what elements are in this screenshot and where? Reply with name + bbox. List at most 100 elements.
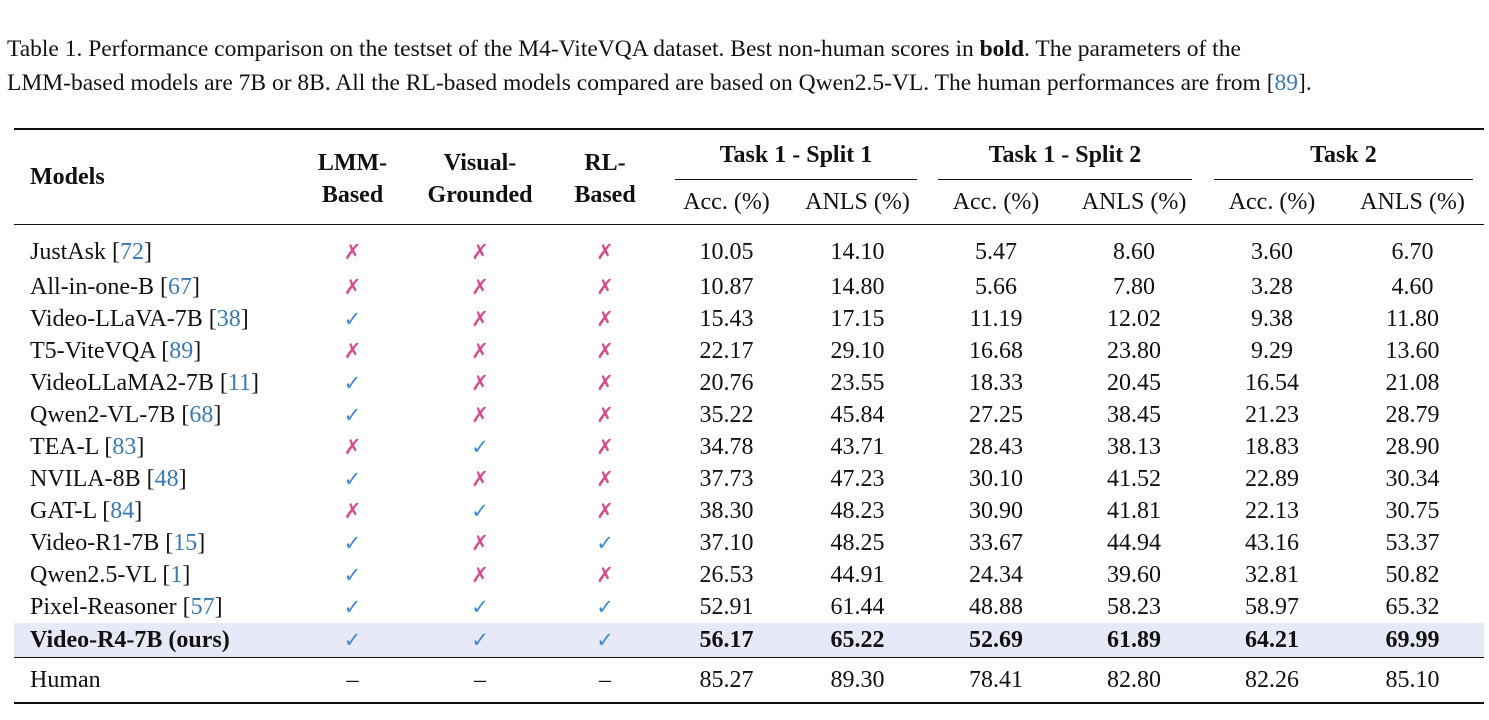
flag-cell: ✗ bbox=[415, 559, 545, 591]
cross-icon: ✗ bbox=[471, 239, 489, 264]
flag-cell: ✗ bbox=[290, 335, 415, 367]
cross-icon: ✗ bbox=[596, 338, 614, 363]
table-row: GAT-L [84] ✗ ✓ ✗ 38.30 48.23 30.90 41.81 22.13 30… bbox=[14, 495, 1484, 527]
cross-icon: ✗ bbox=[471, 370, 489, 395]
model-cell: GAT-L [84] bbox=[30, 497, 143, 524]
value-cell: 23.80 bbox=[1107, 337, 1161, 364]
flag-cell: ✗ bbox=[545, 335, 665, 367]
flag-cell: ✗ bbox=[415, 527, 545, 559]
value-cell: 8.60 bbox=[1113, 238, 1155, 265]
cross-icon: ✗ bbox=[596, 239, 614, 264]
value-cell: 45.84 bbox=[830, 401, 885, 428]
value-cell: 89.30 bbox=[788, 657, 927, 704]
citation-link[interactable]: 11 bbox=[227, 369, 251, 396]
value-cell: 38.45 bbox=[1107, 401, 1161, 428]
model-name: Video-LLaVA-7B bbox=[30, 305, 203, 332]
value-cell: 7.80 bbox=[1113, 273, 1155, 300]
value-cell: 58.97 bbox=[1245, 593, 1299, 620]
value-cell: 64.21 bbox=[1203, 623, 1341, 658]
value-cell: 15.43 bbox=[699, 305, 754, 332]
citation-link[interactable]: 89 bbox=[1274, 70, 1299, 96]
citation-link[interactable]: 84 bbox=[110, 497, 135, 524]
flag-cell: ✗ bbox=[545, 463, 665, 495]
value-cell: 28.90 bbox=[1385, 433, 1440, 460]
cross-icon: ✗ bbox=[471, 466, 489, 491]
flag-cell: ✗ bbox=[415, 335, 545, 367]
value-cell: 5.66 bbox=[975, 273, 1017, 300]
table-row-human: Human – – –85.27 89.30 78.41 82.80 82.26 85.10 bbox=[14, 657, 1484, 704]
value-cell: 30.75 bbox=[1385, 497, 1440, 524]
value-cell: 38.30 bbox=[699, 497, 754, 524]
value-cell: 61.44 bbox=[830, 593, 885, 620]
citation-link[interactable]: 15 bbox=[173, 529, 198, 556]
check-icon: ✓ bbox=[471, 498, 489, 523]
model-cell: Video-R4-7B (ours) bbox=[14, 623, 290, 658]
table-row: NVILA-8B [48] ✓ ✗ ✗ 37.73 47.23 30.10 41.52 22.8… bbox=[14, 463, 1484, 495]
model-name: Qwen2.5-VL bbox=[30, 561, 157, 588]
value-cell: 33.67 bbox=[969, 529, 1023, 556]
flag-cell: ✗ bbox=[415, 463, 545, 495]
flag-cell: ✗ bbox=[415, 271, 545, 303]
value-cell: 41.52 bbox=[1107, 465, 1161, 492]
citation-link[interactable]: 72 bbox=[120, 238, 145, 265]
citation-link[interactable]: 57 bbox=[190, 593, 215, 620]
value-cell: 28.79 bbox=[1385, 401, 1440, 428]
value-cell: 65.22 bbox=[788, 623, 927, 658]
check-icon: ✓ bbox=[471, 627, 489, 652]
citation-link[interactable]: 67 bbox=[167, 273, 192, 300]
citation-link[interactable]: 38 bbox=[216, 305, 241, 332]
value-cell: 18.33 bbox=[969, 369, 1023, 396]
value-cell: 16.68 bbox=[969, 337, 1023, 364]
flag-cell: ✗ bbox=[545, 495, 665, 527]
value-cell: 47.23 bbox=[830, 465, 885, 492]
cross-icon: ✗ bbox=[596, 562, 614, 587]
value-cell: 26.53 bbox=[699, 561, 754, 588]
value-cell: 14.10 bbox=[830, 238, 885, 265]
value-cell: 85.27 bbox=[665, 657, 788, 704]
value-cell: 10.87 bbox=[699, 273, 754, 300]
flag-cell: ✗ bbox=[415, 225, 545, 272]
citation-link[interactable]: 48 bbox=[154, 465, 179, 492]
cross-icon: ✗ bbox=[343, 498, 362, 523]
value-cell: 21.23 bbox=[1245, 401, 1299, 428]
citation-link[interactable]: 68 bbox=[189, 401, 214, 428]
value-cell: 82.26 bbox=[1203, 657, 1341, 704]
header-acc: Acc. (%) bbox=[927, 180, 1065, 225]
flag-cell: ✗ bbox=[290, 431, 415, 463]
value-cell: 56.17 bbox=[665, 623, 788, 658]
table-row: Qwen2.5-VL [1] ✓ ✗ ✗ 26.53 44.91 24.34 39.60 32.… bbox=[14, 559, 1484, 591]
flag-cell: ✗ bbox=[415, 303, 545, 335]
flag-cell: ✓ bbox=[290, 591, 415, 623]
value-cell: 9.29 bbox=[1251, 337, 1293, 364]
header-lmm-based: LMM- Based bbox=[290, 129, 415, 225]
model-cell: NVILA-8B [48] bbox=[30, 465, 187, 492]
value-cell: 50.82 bbox=[1385, 561, 1440, 588]
cross-icon: ✗ bbox=[343, 274, 362, 299]
check-icon: ✓ bbox=[471, 434, 489, 459]
model-cell: TEA-L [83] bbox=[30, 433, 145, 460]
citation-link[interactable]: 1 bbox=[170, 561, 183, 588]
cross-icon: ✗ bbox=[471, 562, 489, 587]
citation-link[interactable]: 89 bbox=[169, 337, 194, 364]
value-cell: 11.19 bbox=[969, 305, 1023, 332]
check-icon: ✓ bbox=[343, 530, 362, 555]
dash-cell: – bbox=[415, 657, 545, 704]
header-task1-split2: Task 1 - Split 2 bbox=[927, 129, 1203, 180]
flag-cell: ✓ bbox=[290, 367, 415, 399]
flag-cell: ✗ bbox=[415, 367, 545, 399]
table-row: Video-LLaVA-7B [38] ✓ ✗ ✗ 15.43 17.15 11.19 12.… bbox=[14, 303, 1484, 335]
table-row: TEA-L [83] ✗ ✓ ✗ 34.78 43.71 28.43 38.13 18.83 28… bbox=[14, 431, 1484, 463]
flag-cell: ✗ bbox=[290, 271, 415, 303]
value-cell: 61.89 bbox=[1065, 623, 1203, 658]
value-cell: 30.90 bbox=[969, 497, 1023, 524]
value-cell: 11.80 bbox=[1385, 305, 1440, 332]
flag-cell: ✗ bbox=[545, 225, 665, 272]
citation-link[interactable]: 83 bbox=[112, 433, 137, 460]
check-icon: ✓ bbox=[343, 627, 362, 652]
value-cell: 13.60 bbox=[1385, 337, 1440, 364]
model-cell: JustAsk [72] bbox=[30, 238, 153, 265]
value-cell: 16.54 bbox=[1245, 369, 1299, 396]
results-table: Models LMM- Based Visual- Grounded RL- Base… bbox=[14, 128, 1484, 704]
value-cell: 12.02 bbox=[1107, 305, 1161, 332]
model-name: Video-R1-7B bbox=[30, 529, 160, 556]
